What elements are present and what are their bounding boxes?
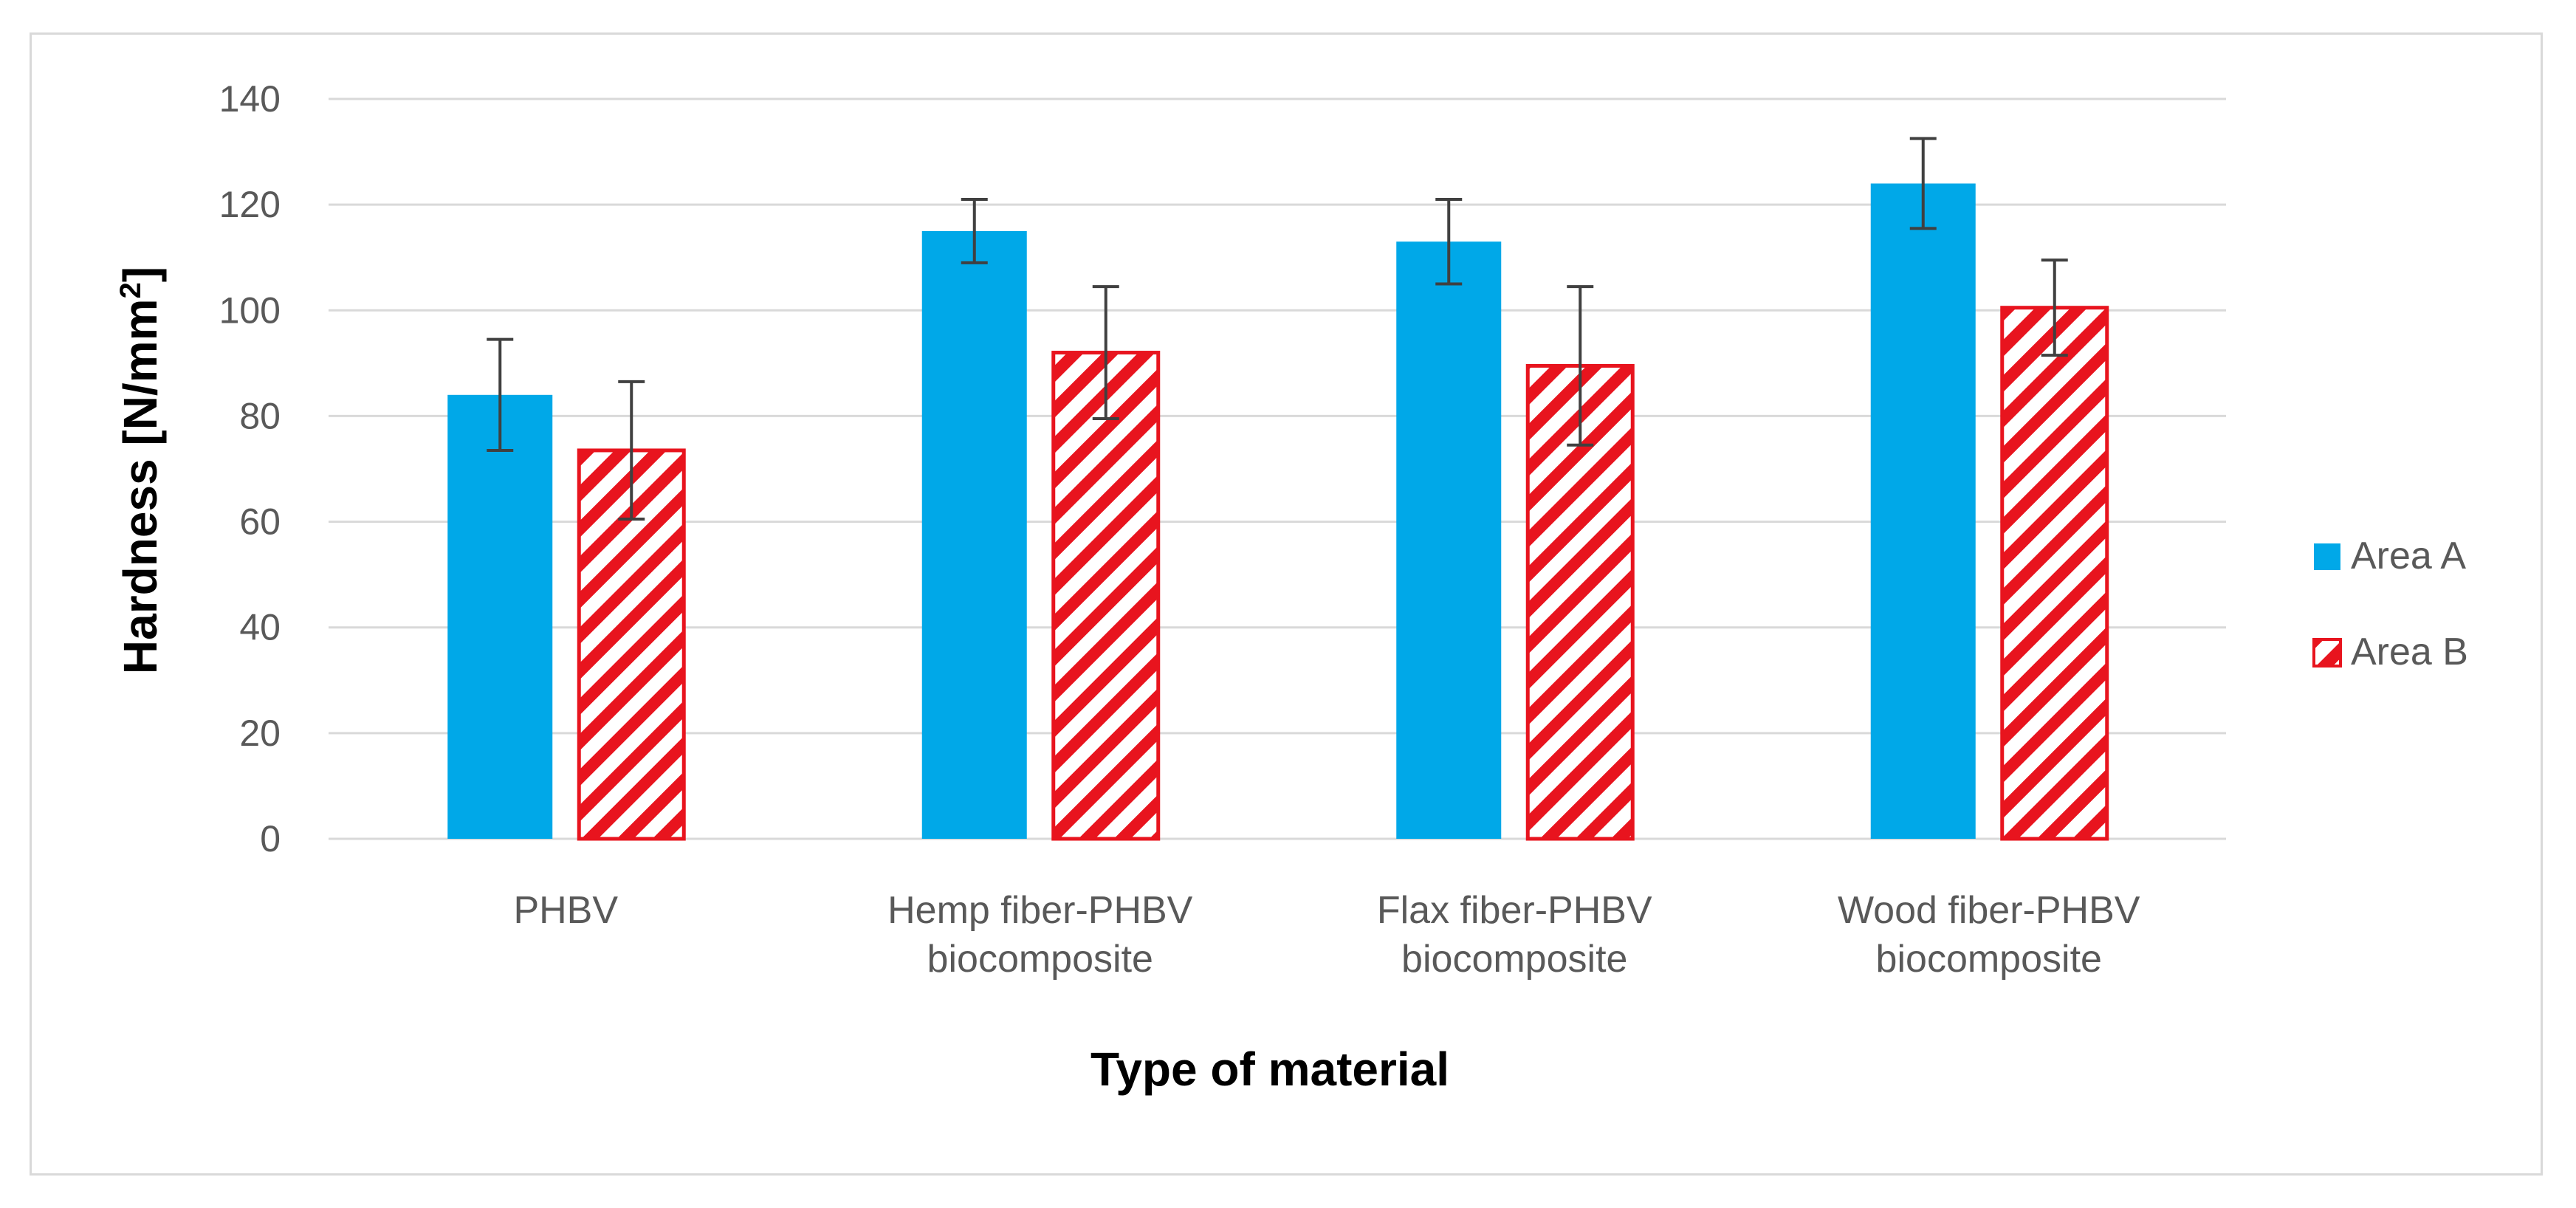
y-tick-label: 80 xyxy=(239,395,281,436)
legend-label: Area B xyxy=(2351,631,2468,673)
legend: Area A Area B xyxy=(2312,535,2468,673)
x-category-label: Flax fiber-PHBV biocomposite xyxy=(1377,889,1652,981)
x-category-label-line: biocomposite xyxy=(927,938,1153,981)
legend-swatch xyxy=(2314,543,2340,570)
y-axis-title-main: Hardness [N/mm xyxy=(114,298,167,674)
legend-label: Area A xyxy=(2351,535,2466,577)
y-tick-label: 0 xyxy=(260,818,281,859)
x-category-label-line: Hemp fiber-PHBV xyxy=(887,889,1193,932)
bar xyxy=(447,394,553,839)
y-tick-label: 60 xyxy=(239,501,281,543)
legend-swatch xyxy=(2312,638,2342,668)
y-tick-label: 40 xyxy=(239,607,281,648)
y-axis-title-superscript: 2 xyxy=(114,282,147,298)
y-tick-label: 20 xyxy=(239,713,281,754)
bar xyxy=(2000,306,2109,841)
y-tick-label: 140 xyxy=(219,78,281,120)
y-axis-title-end: ] xyxy=(114,267,167,282)
y-tick-label: 100 xyxy=(219,289,281,331)
bar xyxy=(921,230,1027,839)
bar xyxy=(1051,351,1161,841)
x-category-label-line: biocomposite xyxy=(1401,938,1627,981)
x-category-label-line: biocomposite xyxy=(1876,938,2102,981)
bar xyxy=(1870,183,1976,839)
x-category-label: PHBV xyxy=(513,889,618,932)
x-category-label-line: Wood fiber-PHBV xyxy=(1838,889,2140,932)
x-category-label-line: Flax fiber-PHBV xyxy=(1377,889,1652,932)
x-category-label-line: PHBV xyxy=(513,889,618,932)
x-axis-title: Type of material xyxy=(1090,1043,1449,1096)
x-category-label: Hemp fiber-PHBV biocomposite xyxy=(887,889,1193,981)
y-tick-label: 120 xyxy=(219,184,281,225)
bar xyxy=(1396,241,1502,839)
y-axis-title: Hardness [N/mm2] xyxy=(114,267,167,674)
x-category-label: Wood fiber-PHBV biocomposite xyxy=(1838,889,2140,981)
